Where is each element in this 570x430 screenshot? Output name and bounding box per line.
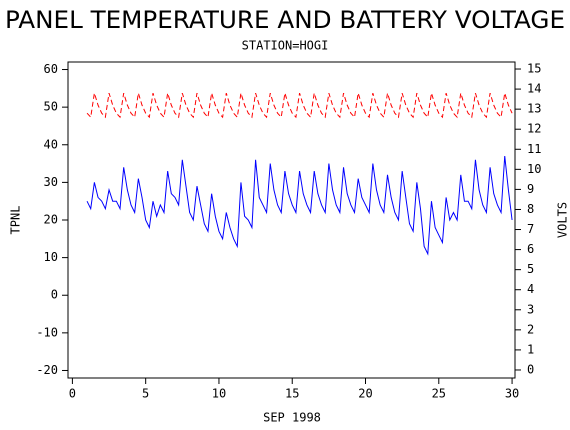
y2-tick-label: 12 — [527, 122, 541, 136]
y2-tick-label: 2 — [527, 322, 534, 336]
x-tick-label: 30 — [505, 387, 519, 401]
y-tick-label: 10 — [44, 250, 58, 264]
x-tick-label: 25 — [432, 387, 446, 401]
y2-tick-label: 10 — [527, 162, 541, 176]
y-tick-label: 50 — [44, 100, 58, 114]
x-tick-label: 5 — [142, 387, 149, 401]
y2-tick-label: 14 — [527, 82, 541, 96]
y-tick-label: 0 — [51, 288, 58, 302]
y2-tick-label: 6 — [527, 242, 534, 256]
y-tick-label: 60 — [44, 62, 58, 76]
x-tick-label: 20 — [358, 387, 372, 401]
y-axis-label: TPNL — [9, 206, 23, 235]
y2-axis-label: VOLTS — [556, 202, 570, 238]
y2-tick-label: 3 — [527, 302, 534, 316]
y2-tick-label: 9 — [527, 182, 534, 196]
data-line — [86, 92, 513, 119]
y-tick-label: -10 — [36, 325, 58, 339]
x-tick-label: 0 — [69, 387, 76, 401]
chart-title: PANEL TEMPERATURE AND BATTERY VOLTAGE — [5, 6, 565, 34]
y-tick-label: 20 — [44, 213, 58, 227]
y2-tick-label: 13 — [527, 102, 541, 116]
y-tick-label: 40 — [44, 137, 58, 151]
x-tick-label: 10 — [212, 387, 226, 401]
y2-tick-label: 0 — [527, 362, 534, 376]
x-tick-label: 15 — [285, 387, 299, 401]
y2-tick-label: 15 — [527, 62, 541, 76]
chart-subtitle: STATION=HOGI — [242, 39, 329, 53]
y-tick-label: 30 — [44, 175, 58, 189]
y2-tick-label: 8 — [527, 202, 534, 216]
x-axis-label: SEP 1998 — [263, 411, 321, 425]
y2-tick-label: 5 — [527, 262, 534, 276]
y2-tick-label: 1 — [527, 342, 534, 356]
data-line — [86, 155, 513, 256]
y2-tick-label: 7 — [527, 222, 534, 236]
y2-tick-label: 4 — [527, 282, 534, 296]
plot-frame — [67, 61, 516, 379]
y-tick-label: -20 — [36, 363, 58, 377]
y2-tick-label: 11 — [527, 142, 541, 156]
